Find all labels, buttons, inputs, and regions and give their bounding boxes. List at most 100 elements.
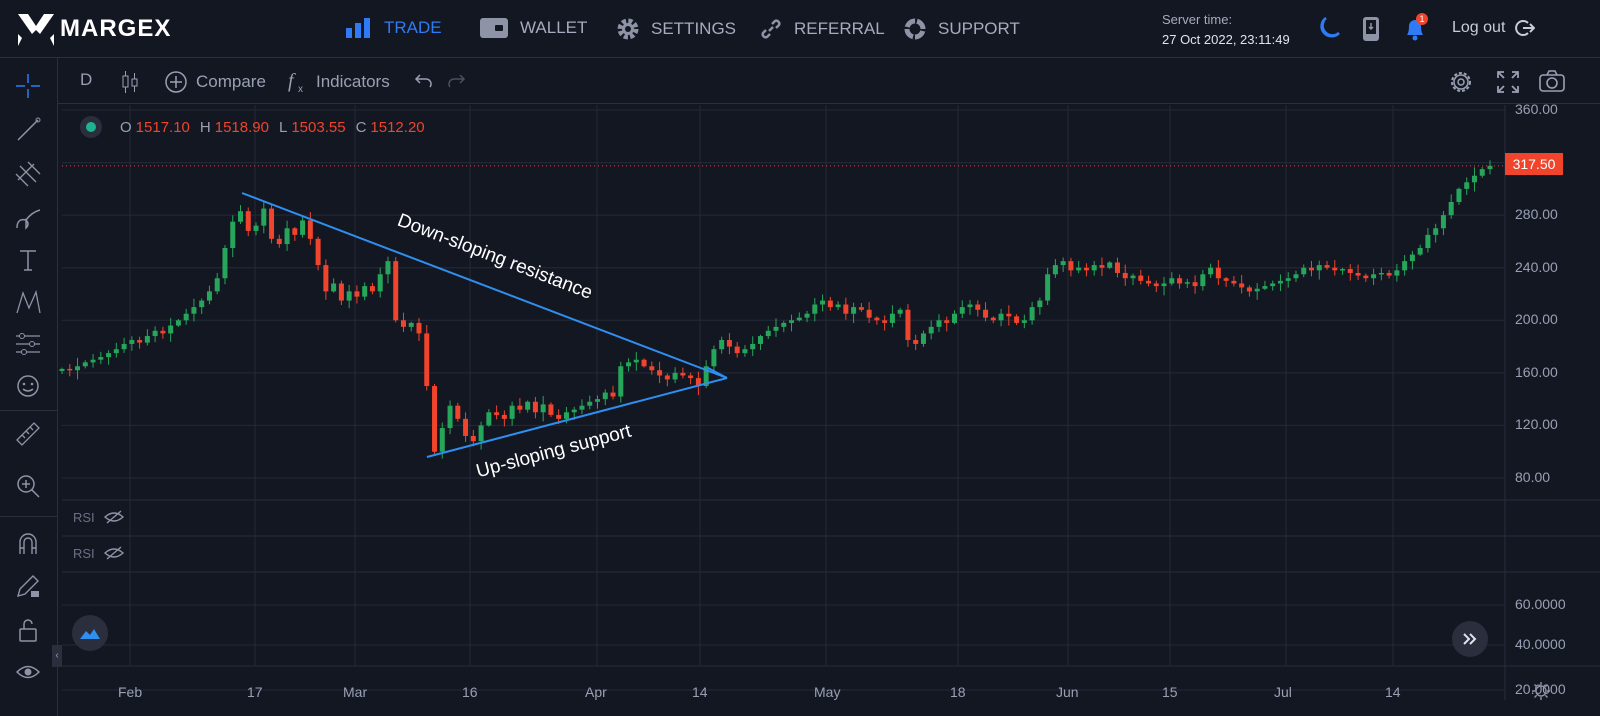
link-icon xyxy=(761,19,781,39)
tradingview-logo-button[interactable] xyxy=(72,615,108,651)
candle-body xyxy=(1200,274,1206,287)
candle-body xyxy=(1114,262,1120,273)
candle-body xyxy=(1340,269,1346,271)
fib-tool[interactable] xyxy=(12,158,44,190)
candle-body xyxy=(959,307,965,314)
logout-button[interactable]: Log out xyxy=(1452,18,1536,38)
moon-icon[interactable] xyxy=(1318,16,1340,40)
candle-body xyxy=(261,208,267,226)
rsi-pane-2-legend[interactable]: RSI xyxy=(73,545,125,561)
logout-icon xyxy=(1515,20,1536,36)
measure-tool[interactable] xyxy=(12,418,44,450)
logo[interactable]: MARGEX xyxy=(18,12,171,46)
candle-body xyxy=(858,307,864,310)
time-tick-label: 18 xyxy=(950,684,966,700)
trendline-tool[interactable] xyxy=(12,114,44,146)
redo-icon[interactable] xyxy=(446,72,466,90)
candle-body xyxy=(866,309,872,318)
nav-settings[interactable]: SETTINGS xyxy=(617,18,736,40)
axis-settings-icon[interactable] xyxy=(1530,680,1552,702)
candle-body xyxy=(928,326,934,334)
time-tick-label: 17 xyxy=(247,684,263,700)
nav-support[interactable]: SUPPORT xyxy=(904,18,1020,40)
time-tick-label: Mar xyxy=(343,684,368,700)
bar-chart-icon xyxy=(346,18,370,38)
undo-icon[interactable] xyxy=(414,72,434,90)
candle-body xyxy=(897,309,903,314)
pattern-tool[interactable] xyxy=(12,286,44,318)
eye-slash-icon[interactable] xyxy=(103,509,125,525)
logout-label: Log out xyxy=(1452,19,1506,36)
chart-toolbar: D Compare f x Indicators xyxy=(58,58,1600,104)
mobile-download-icon[interactable] xyxy=(1362,16,1380,42)
candle-body xyxy=(532,401,538,413)
candle-body xyxy=(1122,272,1128,279)
candle-body xyxy=(284,228,290,245)
brush-tool[interactable] xyxy=(12,202,44,234)
candle-body xyxy=(889,313,895,323)
candle-body xyxy=(672,372,678,380)
prediction-tool[interactable] xyxy=(12,328,44,360)
visibility-tool[interactable] xyxy=(12,656,44,688)
rsi-pane-1-legend[interactable]: RSI xyxy=(73,509,125,525)
candle-body xyxy=(245,211,251,231)
settings-gear-icon[interactable] xyxy=(1448,69,1474,95)
time-tick-label: 16 xyxy=(462,684,478,700)
nav-referral[interactable]: REFERRAL xyxy=(760,18,885,40)
interval-button[interactable]: D xyxy=(80,70,92,90)
candle-body xyxy=(1448,202,1454,216)
candle-body xyxy=(90,359,96,363)
collapse-toolbar-button[interactable]: ‹ xyxy=(52,645,62,667)
close-value: 1512.20 xyxy=(370,118,425,136)
candle-body xyxy=(1177,278,1183,284)
svg-text:x: x xyxy=(298,84,303,94)
candle-body xyxy=(610,392,616,397)
candle-body xyxy=(144,336,150,343)
candle-body xyxy=(789,320,795,323)
camera-icon[interactable] xyxy=(1538,69,1566,93)
scroll-to-realtime-button[interactable] xyxy=(1452,621,1488,657)
text-tool[interactable] xyxy=(12,244,44,276)
candle-body xyxy=(1324,265,1330,268)
crosshair-tool[interactable] xyxy=(12,70,44,102)
candle-body xyxy=(827,300,833,308)
candle-body xyxy=(1425,234,1431,248)
candle-body xyxy=(750,343,756,350)
compare-button[interactable]: Compare xyxy=(164,70,266,94)
status-dot-icon[interactable] xyxy=(80,116,102,138)
candle-body xyxy=(1060,261,1066,266)
candle-body xyxy=(1433,228,1439,235)
time-tick-label: May xyxy=(814,684,841,700)
candle-body xyxy=(703,366,709,386)
emoji-tool[interactable] xyxy=(12,370,44,402)
eye-slash-icon[interactable] xyxy=(103,545,125,561)
candle-body xyxy=(804,313,810,318)
candle-body xyxy=(835,304,841,308)
candle-body xyxy=(1378,272,1384,275)
candle-body xyxy=(455,405,461,419)
candle-body xyxy=(595,399,600,402)
candle-body xyxy=(191,307,197,314)
lock-drawing-tool[interactable] xyxy=(12,570,44,602)
nav-wallet[interactable]: WALLET xyxy=(480,18,587,38)
magnet-tool[interactable] xyxy=(12,528,44,560)
candle-body xyxy=(1371,274,1377,279)
lock-tool[interactable] xyxy=(12,614,44,646)
candle-body xyxy=(1231,280,1237,284)
candle-body xyxy=(160,330,166,334)
indicators-button[interactable]: f x Indicators xyxy=(288,70,390,94)
candle-body xyxy=(851,307,857,314)
candle-body xyxy=(571,409,577,413)
fullscreen-icon[interactable] xyxy=(1496,70,1520,94)
candle-body xyxy=(315,238,321,266)
candle-body xyxy=(1029,307,1035,321)
chart-type-button[interactable] xyxy=(122,70,138,94)
candle-body xyxy=(1184,282,1190,284)
candle-body xyxy=(1479,169,1485,176)
nav-label: SUPPORT xyxy=(938,19,1020,38)
nav-trade[interactable]: TRADE xyxy=(346,18,442,38)
candle-body xyxy=(206,291,212,301)
zoom-tool[interactable] xyxy=(12,470,44,502)
candle-body xyxy=(641,359,647,367)
